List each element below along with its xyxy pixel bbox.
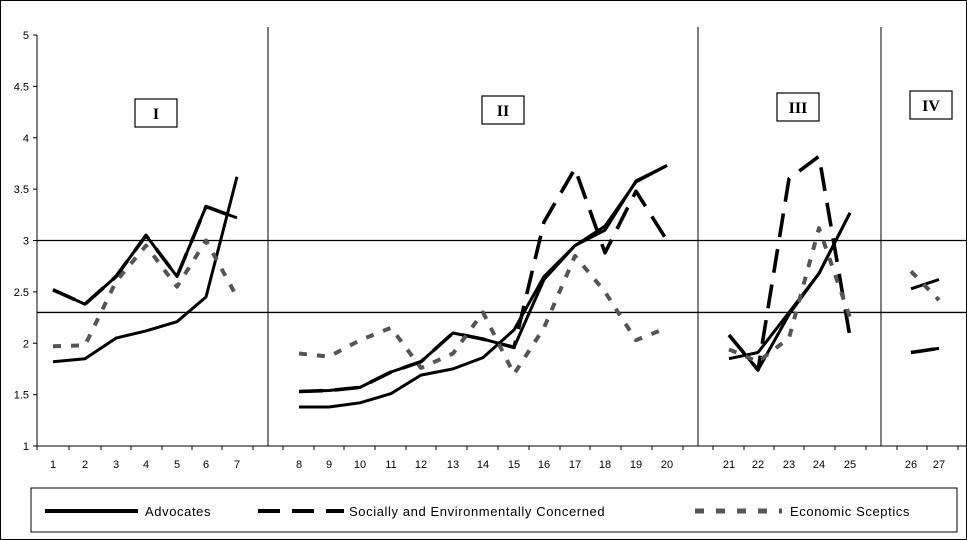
x-tick-label: 11: [385, 459, 396, 471]
series-line-economic-sceptics-1: [298, 253, 668, 377]
legend: Advocates Socially and Environmentally C…: [30, 487, 958, 533]
section-label-box-III: [776, 92, 820, 122]
y-tick-label: 1: [23, 441, 29, 453]
series-line-economic-sceptics-3: [909, 269, 941, 302]
section-separators: [267, 27, 882, 446]
x-tick-label: 4: [143, 459, 149, 471]
section-label-IV: IV: [922, 98, 940, 115]
x-tick-label: 8: [296, 459, 302, 471]
series-line-economic-sceptics-2: [728, 226, 852, 364]
x-tick-label: 5: [174, 459, 180, 471]
x-tick-label: 10: [354, 459, 366, 471]
x-tick-label: 9: [326, 459, 332, 471]
series-line-socially-and-environmentally-concerned-3: [910, 346, 940, 355]
x-tick-label: 2: [82, 459, 88, 471]
x-tick-label: 15: [508, 459, 520, 471]
x-tick-label: 18: [599, 459, 611, 471]
x-tick-label: 23: [783, 459, 795, 471]
series-line-socially-and-environmentally-concerned-2: [727, 154, 852, 372]
series-line-advocates-0: [52, 176, 239, 364]
section-label-box-I: [134, 98, 178, 128]
section-label-I: I: [153, 106, 159, 123]
y-tick-label: 4.5: [14, 81, 29, 93]
legend-label-advocates: Advocates: [145, 504, 211, 519]
x-tick-label: 19: [630, 459, 642, 471]
section-label-box-II: [481, 95, 525, 125]
x-tick-label: 6: [203, 459, 209, 471]
x-tick-label: 14: [477, 459, 489, 471]
x-tick-label: 17: [569, 459, 581, 471]
section-labels: I II III IV: [134, 90, 953, 128]
section-label-box-IV: [909, 90, 953, 120]
series-line-socially-and-environmentally-concerned-0: [52, 204, 238, 307]
x-tick-label: 13: [447, 459, 459, 471]
series-line-advocates-3: [299, 164, 668, 409]
y-tick-label: 3: [23, 236, 29, 248]
legend-label-sceptics: Economic Sceptics: [790, 504, 910, 519]
series-lines: [52, 154, 941, 409]
section-label-III: III: [789, 100, 808, 117]
axes: 11.522.533.544.551 2 3 4 5 6 7 8 9 10 11 12 13 14 15 16…: [14, 30, 966, 471]
legend-box: [30, 487, 958, 533]
y-tick-label: 5: [23, 30, 29, 42]
x-tick-label: 3: [113, 459, 119, 471]
y-tick-label: 2: [23, 338, 29, 350]
x-tick-label: 1: [50, 459, 56, 471]
series-line-economic-sceptics-0: [52, 238, 239, 349]
x-tick-label: 20: [661, 459, 673, 471]
x-tick-label: 12: [415, 459, 427, 471]
x-tick-label: 22: [752, 459, 764, 471]
x-tick-label: 24: [813, 459, 825, 471]
y-tick-label: 4: [23, 133, 29, 145]
y-tick-label: 2.5: [14, 287, 29, 299]
section-label-II: II: [497, 103, 509, 120]
legend-label-concerned: Socially and Environmentally Concerned: [349, 504, 605, 519]
x-tick-label: 27: [933, 459, 945, 471]
x-tick-label: 7: [234, 459, 240, 471]
x-tick-label: 21: [723, 459, 735, 471]
x-tick-label: 16: [538, 459, 550, 471]
x-tick-label: 26: [905, 459, 917, 471]
y-tick-label: 1.5: [14, 390, 29, 402]
series-line-socially-and-environmentally-concerned-1: [298, 166, 669, 394]
y-tick-label: 3.5: [14, 184, 29, 196]
x-tick-label: 25: [844, 459, 856, 471]
